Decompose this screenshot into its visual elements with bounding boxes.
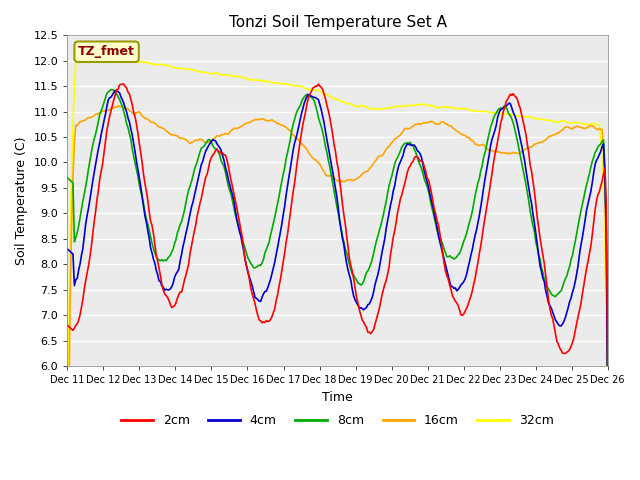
Line: 32cm: 32cm: [67, 51, 608, 448]
32cm: [83, 52, 91, 58]
32cm: [531, 116, 538, 121]
2cm: [601, 165, 609, 171]
8cm: [450, 256, 458, 262]
16cm: [82, 117, 90, 123]
Line: 8cm: 8cm: [67, 89, 608, 408]
8cm: [99, 104, 106, 110]
16cm: [531, 142, 538, 147]
16cm: [115, 103, 122, 109]
4cm: [63, 246, 71, 252]
8cm: [604, 405, 612, 410]
Title: Tonzi Soil Temperature Set A: Tonzi Soil Temperature Set A: [228, 15, 447, 30]
Line: 16cm: 16cm: [67, 106, 608, 480]
Text: TZ_fmet: TZ_fmet: [78, 45, 135, 58]
32cm: [604, 441, 612, 446]
16cm: [450, 126, 458, 132]
32cm: [601, 234, 609, 240]
4cm: [99, 125, 106, 131]
2cm: [450, 296, 458, 301]
Legend: 2cm, 4cm, 8cm, 16cm, 32cm: 2cm, 4cm, 8cm, 16cm, 32cm: [116, 409, 559, 432]
32cm: [63, 445, 71, 451]
16cm: [343, 177, 351, 183]
8cm: [343, 250, 351, 256]
4cm: [82, 221, 90, 227]
2cm: [99, 161, 106, 167]
8cm: [63, 175, 71, 180]
16cm: [99, 108, 106, 114]
4cm: [450, 286, 458, 291]
4cm: [604, 422, 612, 428]
8cm: [531, 228, 538, 234]
4cm: [111, 88, 119, 94]
4cm: [531, 220, 538, 226]
Y-axis label: Soil Temperature (C): Soil Temperature (C): [15, 136, 28, 265]
2cm: [63, 323, 71, 328]
2cm: [531, 189, 538, 194]
8cm: [82, 184, 90, 190]
Line: 4cm: 4cm: [67, 91, 608, 425]
8cm: [601, 166, 609, 172]
2cm: [120, 81, 127, 87]
X-axis label: Time: Time: [322, 391, 353, 404]
8cm: [108, 86, 115, 92]
2cm: [343, 233, 351, 239]
4cm: [601, 173, 609, 179]
4cm: [343, 261, 351, 267]
32cm: [74, 48, 81, 54]
32cm: [450, 105, 458, 110]
32cm: [100, 54, 108, 60]
2cm: [604, 371, 612, 377]
16cm: [604, 365, 612, 371]
2cm: [82, 278, 90, 284]
Line: 2cm: 2cm: [67, 84, 608, 374]
32cm: [343, 101, 351, 107]
16cm: [601, 180, 609, 185]
